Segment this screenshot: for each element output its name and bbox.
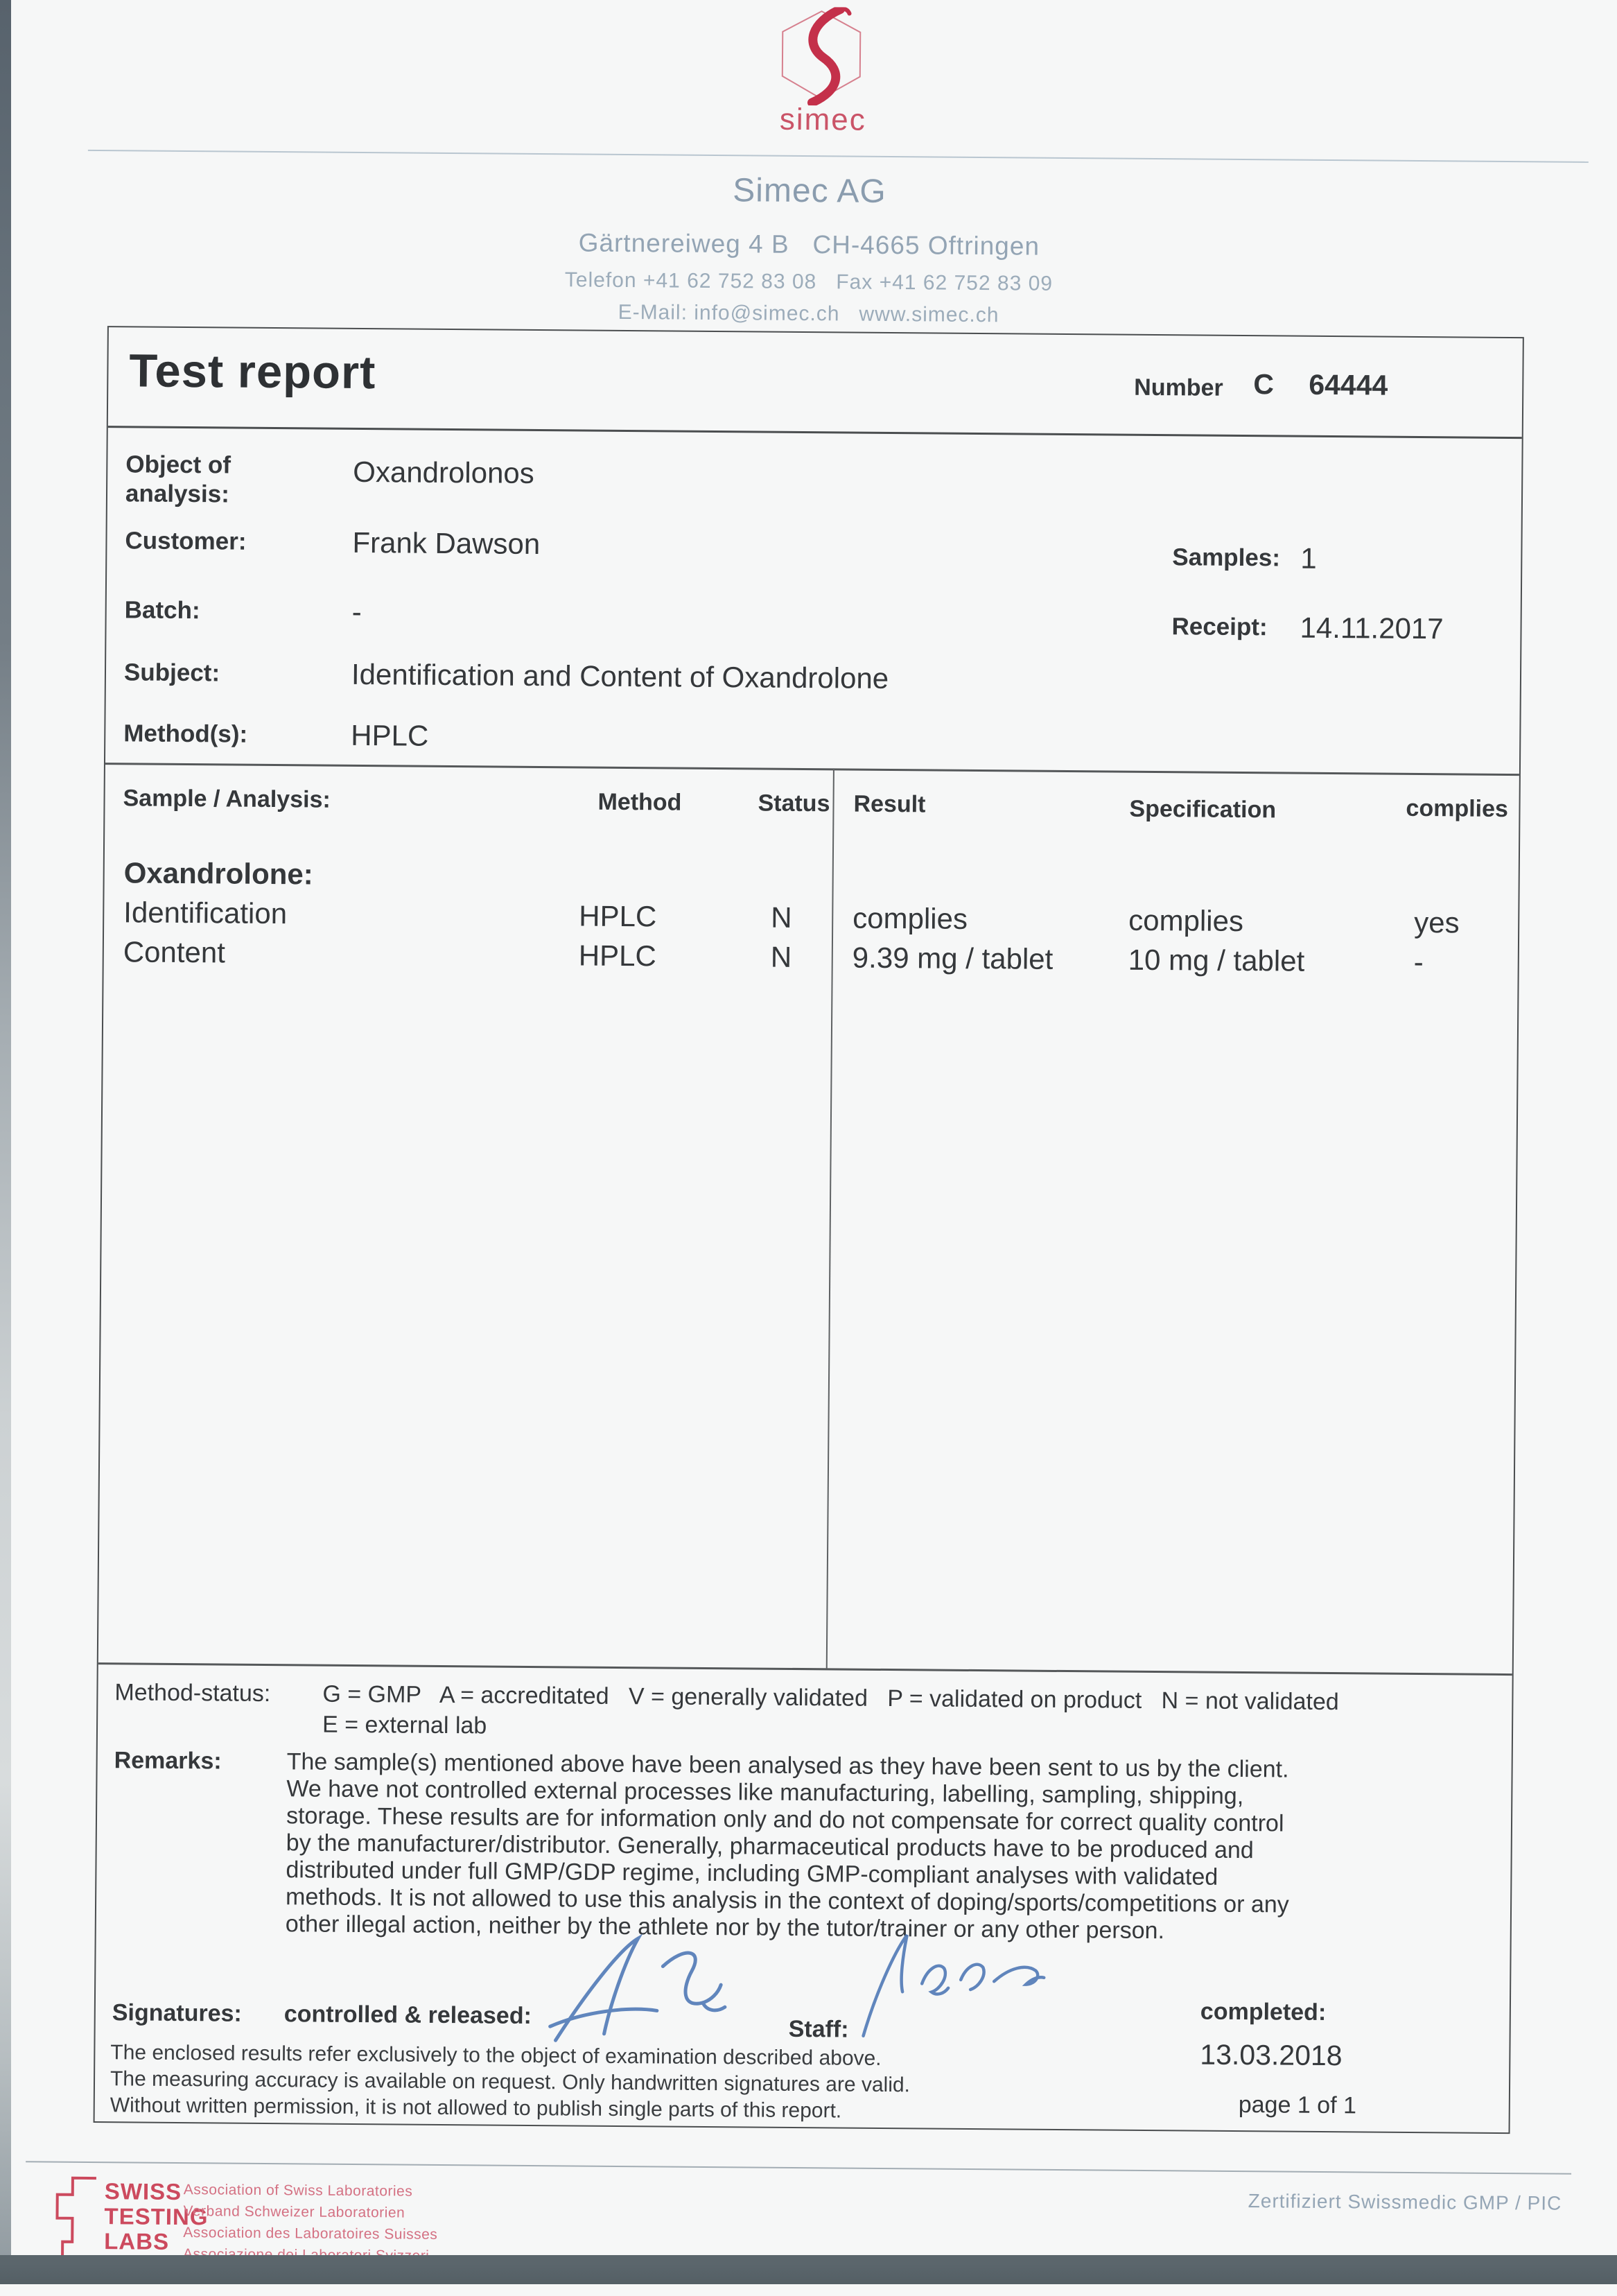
batch-value: - xyxy=(351,595,362,629)
completed-label: completed: xyxy=(1200,1998,1327,2026)
disclaimer-line: The enclosed results refer exclusively t… xyxy=(110,2041,882,2070)
disclaimer-line: The measuring accuracy is available on r… xyxy=(110,2067,911,2097)
samples-value: 1 xyxy=(1300,541,1317,575)
method-status-legend-line1: G = GMP A = accreditated V = generally v… xyxy=(322,1680,1339,1716)
customer-value: Frank Dawson xyxy=(352,525,541,561)
letterhead-rule xyxy=(87,149,1589,163)
method-status-legend-line2: E = external lab xyxy=(322,1711,487,1739)
table-row: Content HPLC N 9.39 mg / tablet 10 mg / … xyxy=(104,935,1518,982)
association-line: Association of Swiss Laboratories xyxy=(183,2182,413,2200)
batch-label: Batch: xyxy=(124,596,200,625)
completed-date: 13.03.2018 xyxy=(1200,2038,1343,2072)
remarks-label: Remarks: xyxy=(114,1747,222,1775)
brand-wordmark: simec xyxy=(779,102,866,137)
object-value: Oxandrolonos xyxy=(353,455,534,489)
header-divider xyxy=(107,426,1522,439)
subject-value: Identification and Content of Oxandrolon… xyxy=(351,657,889,695)
samples-label: Samples: xyxy=(1172,543,1281,572)
scan-edge-bottom xyxy=(0,2255,1617,2284)
methods-value: HPLC xyxy=(351,718,429,752)
cell-result: complies xyxy=(853,901,968,935)
number-label: Number xyxy=(1134,374,1223,401)
footer-rule xyxy=(26,2161,1572,2175)
column-header-sample: Sample / Analysis: xyxy=(123,785,331,813)
table-top-border xyxy=(105,763,1519,776)
association-line: Association des Laboratoires Suisses xyxy=(183,2225,438,2243)
test-report-box: Test report Number C 64444 Object of ana… xyxy=(93,326,1524,2134)
certification-note: Zertifiziert Swissmedic GMP / PIC xyxy=(1248,2190,1562,2214)
column-header-complies: complies xyxy=(1406,794,1509,823)
staff-label: Staff: xyxy=(788,2015,849,2043)
company-name: Simec AG xyxy=(733,172,886,210)
cell-result: 9.39 mg / tablet xyxy=(852,941,1054,975)
customer-label: Customer: xyxy=(125,527,247,555)
cell-method: HPLC xyxy=(579,899,657,933)
column-header-method: Method xyxy=(597,788,682,816)
method-status-label: Method-status: xyxy=(114,1679,271,1707)
report-title: Test report xyxy=(129,345,376,399)
labs-word: LABS xyxy=(104,2228,170,2254)
signature-staff xyxy=(844,1925,1059,2048)
scan-edge-left xyxy=(0,0,11,2284)
labs-word: SWISS xyxy=(104,2178,182,2205)
company-phone-fax: Telefon +41 62 752 83 08 Fax +41 62 752 … xyxy=(564,268,1054,295)
object-label-line1: Object of xyxy=(125,451,231,479)
signature-controlled-released xyxy=(545,1929,740,2052)
receipt-value: 14.11.2017 xyxy=(1300,611,1444,645)
swiss-testing-labs-bracket-icon xyxy=(51,2175,100,2268)
page-indicator: page 1 of 1 xyxy=(1238,2091,1357,2119)
number-prefix: C xyxy=(1253,368,1275,401)
cell-analysis: Identification xyxy=(123,896,288,930)
cell-specification: 10 mg / tablet xyxy=(1128,943,1305,977)
column-header-status: Status xyxy=(758,790,830,817)
cell-complies: yes xyxy=(1414,905,1460,939)
simec-s-hexagon-icon xyxy=(781,6,862,106)
cell-status: N xyxy=(770,940,792,973)
table-group-label: Oxandrolone: xyxy=(123,856,313,891)
table-row: Identification HPLC N complies complies … xyxy=(104,896,1518,943)
table-bottom-border xyxy=(98,1662,1512,1676)
receipt-label: Receipt: xyxy=(1171,613,1268,641)
company-address: Gärtnereiweg 4 B CH-4665 Oftringen xyxy=(578,228,1040,261)
cell-method: HPLC xyxy=(578,939,657,973)
association-line: Verband Schweizer Laboratorien xyxy=(183,2203,405,2221)
controlled-released-label: controlled & released: xyxy=(283,2001,532,2029)
methods-label: Method(s): xyxy=(123,720,248,748)
object-label-line2: analysis: xyxy=(125,480,229,508)
cell-specification: complies xyxy=(1128,903,1244,938)
cell-analysis: Content xyxy=(123,935,226,969)
simec-logo-icon xyxy=(772,6,870,106)
number-value: 64444 xyxy=(1309,368,1388,401)
column-header-specification: Specification xyxy=(1129,795,1277,824)
signatures-label: Signatures: xyxy=(112,1999,243,2027)
cell-complies: - xyxy=(1413,945,1424,979)
cell-status: N xyxy=(771,901,792,934)
subject-label: Subject: xyxy=(123,659,220,687)
column-header-result: Result xyxy=(853,790,926,818)
disclaimer-line: Without written permission, it is not al… xyxy=(110,2094,842,2123)
